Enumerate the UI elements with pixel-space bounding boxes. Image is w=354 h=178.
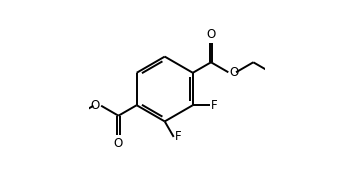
Text: O: O <box>229 66 239 79</box>
Text: O: O <box>91 99 100 112</box>
Text: F: F <box>211 99 217 112</box>
Text: O: O <box>206 28 216 41</box>
Text: O: O <box>114 137 123 150</box>
Text: F: F <box>175 130 181 143</box>
